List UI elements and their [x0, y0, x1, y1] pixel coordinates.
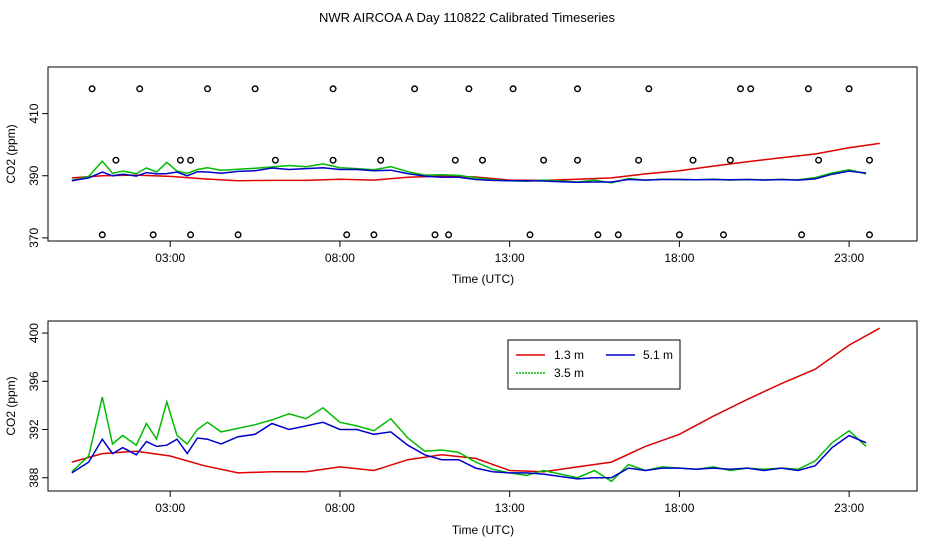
- top-calibration-points: [88, 85, 874, 239]
- x-tick-label: 03:00: [155, 501, 185, 515]
- calibration-point: [866, 231, 874, 239]
- x-tick-label: 23:00: [834, 251, 864, 265]
- calibration-point: [370, 231, 378, 239]
- legend-box: [507, 339, 681, 390]
- calibration-point: [804, 85, 812, 93]
- calibration-point: [271, 156, 279, 164]
- calibration-point: [540, 156, 548, 164]
- top-series-5-1-m: [71, 166, 867, 184]
- bottom-y-axis: 388 392 396 400: [27, 323, 48, 488]
- calibration-point: [203, 85, 211, 93]
- calibration-point: [726, 156, 734, 164]
- calibration-point: [479, 156, 487, 164]
- top-x-axis: 03:00 08:00 13:00 18:00 23:00: [155, 241, 864, 265]
- calibration-point: [675, 231, 683, 239]
- calibration-point: [737, 85, 745, 93]
- calibration-point: [815, 156, 823, 164]
- calibration-point: [509, 85, 517, 93]
- figure-title: NWR AIRCOA A Day 110822 Calibrated Times…: [319, 10, 615, 25]
- calibration-point: [88, 85, 96, 93]
- y-tick-label: 400: [27, 323, 41, 343]
- x-tick-label: 18:00: [664, 501, 694, 515]
- calibration-point: [187, 231, 195, 239]
- y-tick-label: 370: [27, 228, 41, 248]
- calibration-point: [149, 231, 157, 239]
- top-x-axis-label: Time (UTC): [452, 272, 514, 286]
- bottom-x-axis-label: Time (UTC): [452, 523, 514, 537]
- calibration-point: [411, 85, 419, 93]
- calibration-point: [614, 231, 622, 239]
- bottom-plot-frame: [47, 320, 918, 492]
- calibration-point: [136, 85, 144, 93]
- calibration-point: [176, 156, 184, 164]
- calibration-point: [720, 231, 728, 239]
- bottom-series-group: [71, 327, 881, 483]
- calibration-point: [187, 156, 195, 164]
- calibration-point: [574, 85, 582, 93]
- bottom-series-1-3-m: [71, 327, 881, 474]
- top-y-axis: 370 390 410: [27, 103, 48, 248]
- top-y-axis-label: CO2 (ppm): [4, 124, 18, 183]
- legend-label-5-1m: 5.1 m: [643, 348, 673, 362]
- top-series-1-3-m: [71, 142, 880, 182]
- top-plot-frame: [47, 66, 918, 242]
- bottom-series-5-1-m: [71, 421, 867, 480]
- calibration-point: [635, 156, 643, 164]
- calibration-point: [329, 85, 337, 93]
- calibration-point: [329, 156, 337, 164]
- calibration-point: [377, 156, 385, 164]
- x-tick-label: 23:00: [834, 501, 864, 515]
- calibration-point: [112, 156, 120, 164]
- legend-label-1-3m: 1.3 m: [554, 348, 584, 362]
- bottom-panel: 03:00 08:00 13:00 18:00 23:00 388 392 396 400 T…: [4, 320, 918, 537]
- calibration-point: [866, 156, 874, 164]
- top-panel: 03:00 08:00 13:00 18:00 23:00 370 390 410 Time…: [4, 66, 918, 286]
- x-tick-label: 08:00: [325, 251, 355, 265]
- y-tick-label: 392: [27, 419, 41, 439]
- x-tick-label: 13:00: [495, 501, 525, 515]
- legend: 1.3 m 5.1 m 3.5 m: [507, 339, 681, 390]
- calibration-point: [574, 156, 582, 164]
- calibration-point: [445, 231, 453, 239]
- x-tick-label: 08:00: [325, 501, 355, 515]
- y-tick-label: 410: [27, 103, 41, 123]
- bottom-x-axis: 03:00 08:00 13:00 18:00 23:00: [155, 491, 864, 515]
- legend-label-3-5m: 3.5 m: [554, 366, 584, 380]
- x-tick-label: 03:00: [155, 251, 185, 265]
- calibration-point: [98, 231, 106, 239]
- bottom-y-axis-label: CO2 (ppm): [4, 376, 18, 435]
- calibration-point: [798, 231, 806, 239]
- top-series-group: [71, 142, 880, 184]
- calibration-point: [594, 231, 602, 239]
- calibration-point: [431, 231, 439, 239]
- calibration-point: [747, 85, 755, 93]
- calibration-point: [465, 85, 473, 93]
- calibration-point: [526, 231, 534, 239]
- calibration-point: [689, 156, 697, 164]
- calibration-point: [845, 85, 853, 93]
- y-tick-label: 396: [27, 371, 41, 391]
- y-tick-label: 390: [27, 165, 41, 185]
- calibration-point: [343, 231, 351, 239]
- y-tick-label: 388: [27, 467, 41, 487]
- calibration-point: [251, 85, 259, 93]
- x-tick-label: 13:00: [495, 251, 525, 265]
- calibration-point: [645, 85, 653, 93]
- calibration-point: [451, 156, 459, 164]
- x-tick-label: 18:00: [664, 251, 694, 265]
- calibration-point: [234, 231, 242, 239]
